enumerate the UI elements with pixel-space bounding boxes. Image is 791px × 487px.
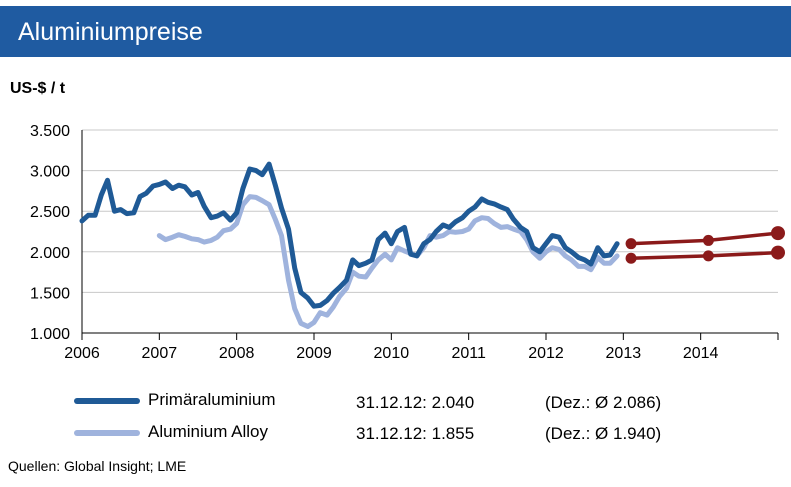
y-tick-label: 3.000: [30, 164, 70, 181]
x-tick-label: 2009: [296, 345, 332, 362]
legend-avg-primary: (Dez.: Ø 2.086): [545, 393, 662, 412]
source-note: Quellen: Global Insight; LME: [8, 458, 187, 474]
x-tick-label: 2011: [451, 345, 486, 362]
forecast-point: [625, 252, 637, 264]
legend-line-alloy: [74, 430, 140, 436]
y-tick-label: 2.000: [30, 245, 70, 262]
legend-avg-alloy: (Dez.: Ø 1.940): [545, 424, 662, 443]
y-tick-label: 2.500: [30, 204, 70, 221]
forecast-point: [702, 234, 714, 246]
series-line-alloy: [156, 194, 620, 329]
page-title: Aluminiumpreise: [18, 18, 203, 46]
legend-label-alloy: Aluminium Alloy: [148, 422, 268, 441]
x-tick-label: 2006: [64, 345, 100, 362]
x-tick-label: 2012: [528, 345, 564, 362]
forecast-point: [625, 238, 637, 250]
legend-value-alloy: 31.12.12: 1.855: [356, 424, 475, 443]
forecast-point: [771, 226, 785, 241]
forecast-point: [771, 245, 785, 260]
x-tick-label: 2010: [374, 345, 410, 362]
series-line-primary: [79, 161, 620, 309]
title-bar: Aluminiumpreise: [0, 6, 791, 57]
x-tick-label: 2007: [142, 345, 178, 362]
y-axis-unit-label: US-$ / t: [10, 80, 66, 97]
y-tick-label: 3.500: [30, 123, 70, 140]
x-tick-label: 2014: [683, 345, 719, 362]
legend-line-primary: [74, 398, 140, 404]
x-tick-label: 2008: [219, 345, 255, 362]
legend-label-primary: Primäraluminium: [148, 390, 276, 409]
x-tick-label: 2013: [606, 345, 642, 362]
y-tick-label: 1.000: [30, 326, 70, 343]
y-tick-label: 1.500: [30, 285, 70, 302]
forecast-point: [702, 250, 714, 262]
legend-value-primary: 31.12.12: 2.040: [356, 393, 475, 412]
